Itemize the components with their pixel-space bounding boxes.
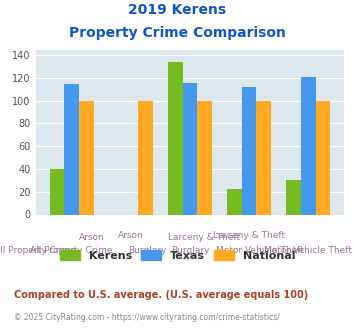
Text: Larceny & Theft: Larceny & Theft bbox=[213, 231, 285, 240]
Bar bbox=[182, 82, 197, 214]
Text: Burglary: Burglary bbox=[129, 246, 167, 255]
Bar bbox=[301, 77, 316, 214]
Text: Arson: Arson bbox=[118, 231, 144, 240]
Text: Larceny & Theft: Larceny & Theft bbox=[168, 233, 240, 242]
Bar bbox=[138, 101, 153, 214]
Text: Arson: Arson bbox=[79, 233, 104, 242]
Bar bbox=[242, 87, 256, 214]
Text: Compared to U.S. average. (U.S. average equals 100): Compared to U.S. average. (U.S. average … bbox=[14, 290, 308, 300]
Text: Motor Vehicle Theft: Motor Vehicle Theft bbox=[216, 246, 304, 255]
Text: Property Crime Comparison: Property Crime Comparison bbox=[69, 26, 286, 40]
Bar bbox=[256, 101, 271, 214]
Text: All Property Crime: All Property Crime bbox=[31, 246, 113, 255]
Bar bbox=[50, 169, 64, 214]
Bar bbox=[286, 181, 301, 214]
Bar bbox=[79, 101, 94, 214]
Legend: Kerens, Texas, National: Kerens, Texas, National bbox=[55, 246, 300, 265]
Bar bbox=[197, 101, 212, 214]
Text: All Property Crime: All Property Crime bbox=[0, 246, 77, 255]
Text: Burglary: Burglary bbox=[171, 246, 209, 255]
Bar bbox=[168, 62, 182, 214]
Text: 2019 Kerens: 2019 Kerens bbox=[129, 3, 226, 17]
Text: Motor Vehicle Theft: Motor Vehicle Theft bbox=[264, 246, 352, 255]
Bar bbox=[316, 101, 330, 214]
Bar bbox=[64, 83, 79, 214]
Text: © 2025 CityRating.com - https://www.cityrating.com/crime-statistics/: © 2025 CityRating.com - https://www.city… bbox=[14, 314, 280, 322]
Bar bbox=[227, 189, 242, 214]
